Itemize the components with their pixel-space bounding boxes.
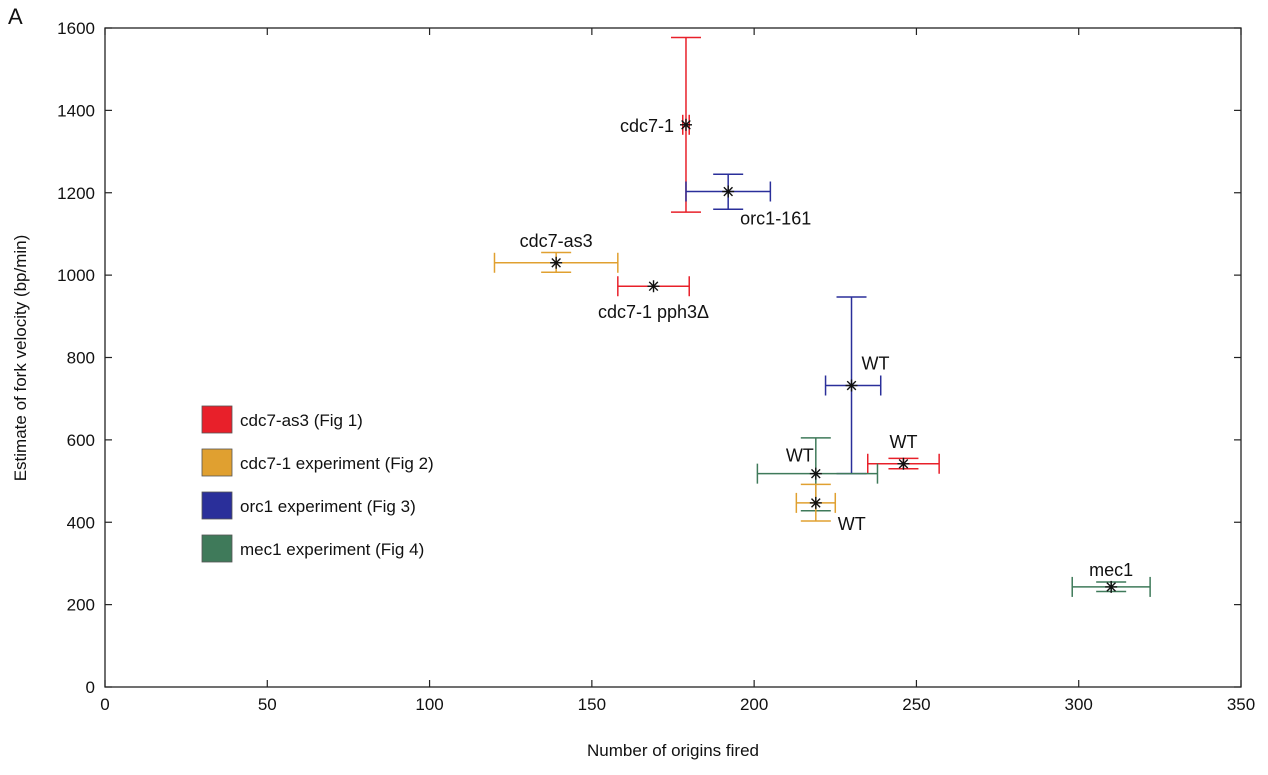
x-tick-label: 250 [902, 695, 930, 714]
point-label: WT [862, 354, 890, 374]
data-point [647, 280, 660, 293]
point-label: WT [786, 446, 814, 466]
x-tick-label: 350 [1227, 695, 1255, 714]
x-tick-label: 0 [100, 695, 109, 714]
legend-swatch [201, 491, 233, 520]
data-point [845, 379, 858, 392]
data-point [1105, 580, 1118, 593]
legend: cdc7-as3 (Fig 1) cdc7-1 experiment (Fig 2… [201, 405, 434, 563]
error-bars [493, 36, 1151, 597]
data-point [722, 185, 735, 198]
y-tick-label: 200 [67, 596, 95, 615]
data-point [809, 467, 822, 480]
data-point [897, 457, 910, 470]
legend-swatch [201, 405, 233, 434]
asterisk-stroke [810, 468, 821, 479]
y-tick-label: 800 [67, 349, 95, 368]
data-point [550, 256, 563, 269]
point-label: WT [838, 514, 866, 534]
point-label: WT [889, 432, 917, 452]
data-markers [550, 118, 1118, 593]
point-label: cdc7-as3 [520, 231, 593, 251]
data-point [679, 118, 692, 131]
y-axis: 0 200 400 600 800 1000 1200 1400 1600 [57, 19, 1241, 697]
y-tick-label: 1600 [57, 19, 95, 38]
legend-label: cdc7-1 experiment (Fig 2) [240, 454, 434, 473]
legend-swatch [201, 448, 233, 477]
asterisk-stroke [846, 380, 857, 391]
legend-label: mec1 experiment (Fig 4) [240, 540, 424, 559]
asterisk-stroke [810, 498, 821, 508]
x-tick-label: 150 [578, 695, 606, 714]
point-label: cdc7-1 [620, 116, 674, 136]
y-tick-label: 0 [86, 678, 95, 697]
asterisk-stroke [551, 257, 561, 268]
panel-label: A [8, 4, 23, 29]
data-point [809, 496, 822, 509]
y-tick-label: 1200 [57, 184, 95, 203]
x-tick-label: 300 [1065, 695, 1093, 714]
legend-swatch [201, 534, 233, 563]
x-axis: 0 50 100 150 200 250 300 350 [100, 28, 1255, 714]
asterisk-stroke [1106, 582, 1116, 592]
asterisk-stroke [723, 186, 733, 197]
x-tick-label: 200 [740, 695, 768, 714]
y-axis-label: Estimate of fork velocity (bp/min) [11, 235, 30, 482]
asterisk-stroke [898, 458, 909, 469]
point-labels: cdc7-1 orc1-161 cdc7-as3 cdc7-1 pph3Δ WT WT WT… [520, 116, 1134, 580]
legend-label: cdc7-as3 (Fig 1) [240, 411, 363, 430]
x-tick-label: 50 [258, 695, 277, 714]
y-tick-label: 600 [67, 431, 95, 450]
point-label: cdc7-1 pph3Δ [598, 302, 709, 322]
x-tick-label: 100 [415, 695, 443, 714]
y-tick-label: 1000 [57, 266, 95, 285]
y-tick-label: 400 [67, 513, 95, 532]
y-tick-label: 1400 [57, 101, 95, 120]
asterisk-stroke [648, 281, 659, 292]
asterisk-stroke [681, 119, 691, 130]
point-label: mec1 [1089, 560, 1133, 580]
x-axis-label: Number of origins fired [587, 741, 759, 760]
legend-label: orc1 experiment (Fig 3) [240, 497, 416, 516]
point-label: orc1-161 [740, 209, 811, 229]
